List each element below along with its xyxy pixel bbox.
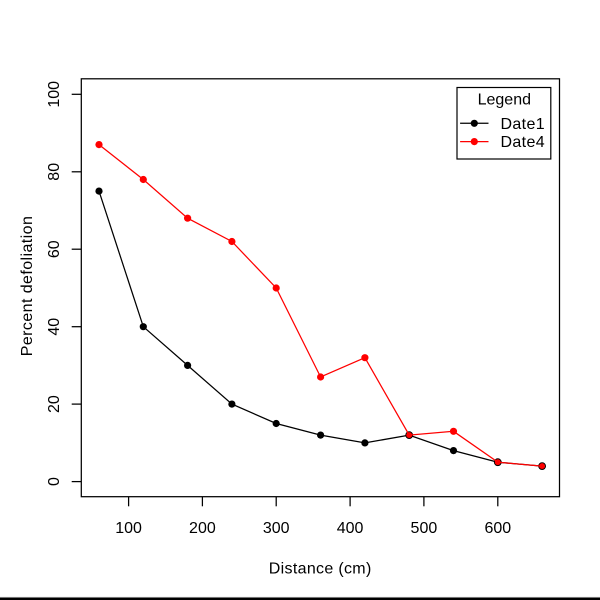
svg-text:Date4: Date4	[501, 134, 545, 151]
svg-text:200: 200	[189, 520, 216, 537]
svg-text:100: 100	[46, 81, 63, 108]
svg-text:Percent defoliation: Percent defoliation	[19, 216, 36, 357]
svg-text:Date1: Date1	[501, 116, 545, 133]
svg-text:500: 500	[411, 520, 438, 537]
svg-text:20: 20	[46, 395, 63, 413]
svg-text:Legend: Legend	[478, 92, 531, 109]
svg-text:60: 60	[46, 240, 63, 258]
svg-text:80: 80	[46, 163, 63, 181]
svg-text:100: 100	[115, 520, 142, 537]
svg-text:400: 400	[337, 520, 364, 537]
svg-text:300: 300	[263, 520, 290, 537]
svg-text:Distance (cm): Distance (cm)	[269, 561, 372, 578]
svg-text:40: 40	[46, 318, 63, 336]
svg-text:0: 0	[46, 477, 63, 486]
svg-text:600: 600	[484, 520, 511, 537]
